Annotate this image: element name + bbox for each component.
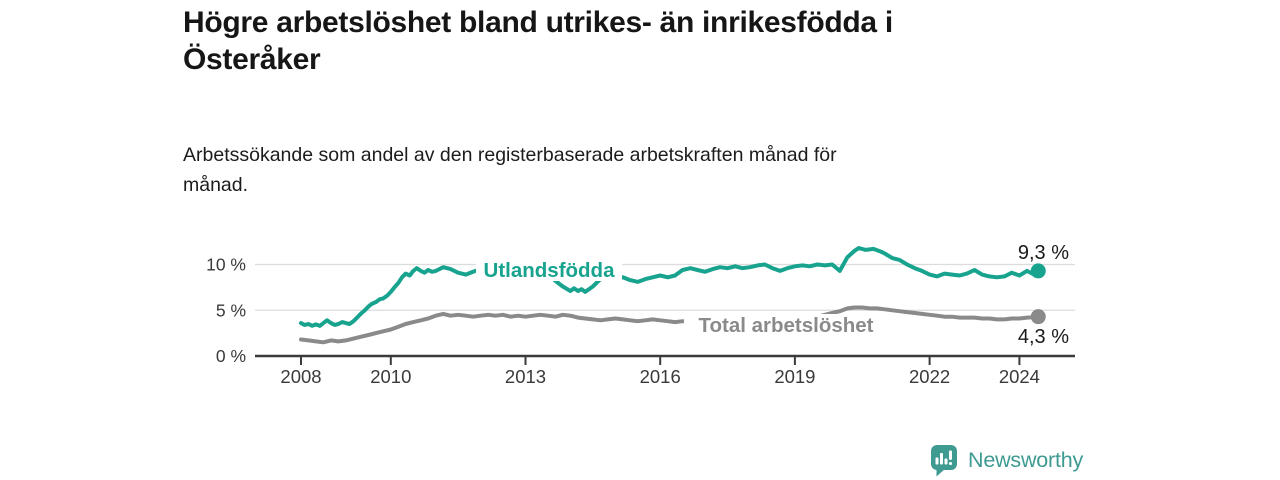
y-tick-label: 5 %	[216, 300, 246, 320]
x-tick-label: 2010	[370, 366, 411, 387]
chart-subtitle: Arbetssökande som andel av den registerb…	[183, 144, 837, 196]
y-tick-label: 0 %	[216, 346, 246, 366]
series-label-halo	[476, 258, 622, 281]
x-tick-label: 2013	[505, 366, 546, 387]
newsworthy-logo-icon	[931, 444, 957, 476]
x-tick-label: 2019	[774, 366, 815, 387]
x-tick-label: 2016	[640, 366, 681, 387]
bar-chart-exclamation-glyph	[935, 450, 952, 465]
chart-title: Högre arbetslöshet bland utrikes- än inr…	[183, 6, 893, 76]
series-line-1	[299, 305, 1041, 345]
newsworthy-logo: Newsworthy	[929, 443, 1083, 477]
x-tick-label: 2008	[280, 366, 321, 387]
x-tick-label: 2024	[999, 366, 1040, 387]
series-label: Total arbetslöshet	[698, 314, 873, 337]
x-tick-label: 2022	[909, 366, 950, 387]
y-tick-label: 10 %	[206, 255, 246, 275]
series-end-dot	[1030, 309, 1046, 325]
series-label-halo	[684, 314, 888, 336]
series-end-dot	[1030, 263, 1046, 279]
speech-bubble-tail	[936, 467, 946, 476]
newsworthy-logo-text: Newsworthy	[968, 447, 1084, 472]
series-end-value: 9,3 %	[1018, 242, 1069, 264]
series-end-value: 4,3 %	[1018, 326, 1069, 348]
series-label: Utlandsfödda	[484, 259, 616, 282]
